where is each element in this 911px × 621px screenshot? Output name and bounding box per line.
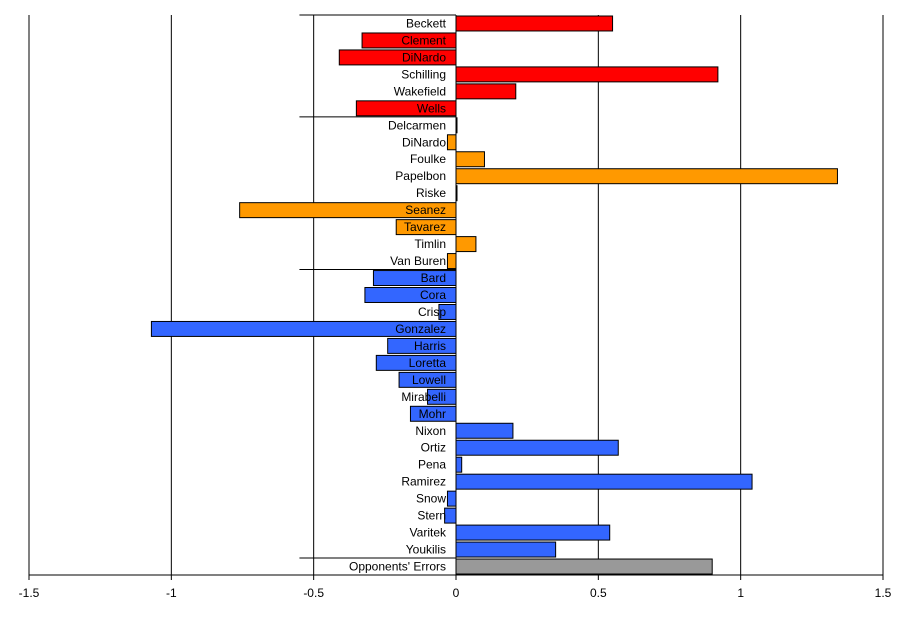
x-tick-label: 1	[737, 586, 744, 600]
category-label: Riske	[416, 186, 446, 200]
x-tick-label: -1	[166, 586, 177, 600]
category-label: Varitek	[410, 526, 447, 540]
bar	[150, 320, 457, 337]
category-label: Schilling	[401, 67, 446, 81]
category-label: Mirabelli	[401, 390, 446, 404]
category-label: Clement	[401, 33, 446, 47]
category-label: Tavarez	[404, 220, 446, 234]
bar	[455, 558, 713, 575]
bar	[455, 168, 838, 185]
category-label: DiNardo	[402, 135, 446, 149]
bar	[446, 253, 457, 270]
bar	[455, 473, 753, 490]
category-label: Crisp	[418, 305, 446, 319]
bar	[364, 287, 457, 303]
bar	[239, 202, 457, 219]
category-label: Van Buren	[390, 254, 446, 268]
category-label: Snow	[416, 492, 446, 506]
group-separators	[299, 14, 456, 559]
bar	[338, 49, 457, 66]
category-label: Timlin	[414, 237, 446, 251]
bar	[455, 541, 557, 558]
bar	[455, 422, 514, 439]
bar	[372, 270, 457, 287]
bar	[409, 405, 457, 422]
category-label: Youkilis	[406, 543, 446, 557]
category-label: Papelbon	[395, 169, 446, 183]
bar	[387, 337, 457, 354]
bar	[361, 32, 457, 49]
bars	[150, 15, 838, 575]
bar	[395, 219, 457, 236]
category-label: Ramirez	[401, 475, 446, 489]
category-label: Seanez	[405, 203, 446, 217]
bar	[375, 354, 457, 371]
bar	[455, 524, 611, 541]
bar	[444, 507, 457, 524]
x-tick-label: 1.5	[875, 586, 892, 600]
category-labels: Beckett Clement DiNardo Schilling Wakefield W…	[349, 16, 447, 573]
category-label: DiNardo	[402, 50, 446, 64]
category-label: Cora	[420, 288, 446, 302]
bar	[455, 185, 458, 202]
category-label: Ortiz	[421, 441, 446, 455]
bar	[455, 151, 485, 168]
x-tick-label: -0.5	[303, 586, 324, 600]
bar	[455, 15, 614, 32]
bar	[438, 303, 457, 320]
category-label: Mohr	[419, 407, 446, 421]
bar	[355, 100, 457, 117]
x-tick-label: 0.5	[590, 586, 607, 600]
category-label: Foulke	[410, 152, 446, 166]
x-axis: -1.5 -1 -0.5 0 0.5 1 1.5	[19, 574, 892, 600]
bar	[398, 371, 457, 388]
bar	[455, 83, 517, 100]
x-tick-label: 0	[453, 586, 460, 600]
category-label: Nixon	[415, 424, 446, 438]
bar	[455, 456, 463, 473]
x-tick-label: -1.5	[19, 586, 40, 600]
category-label: Pena	[418, 458, 446, 472]
bar	[455, 66, 719, 83]
category-label: Lowell	[412, 373, 446, 387]
bar	[455, 117, 458, 134]
category-label: Loretta	[409, 356, 447, 370]
bar	[455, 439, 619, 456]
category-label: Bard	[421, 271, 446, 285]
category-label: Opponents' Errors	[349, 560, 446, 574]
category-label: Harris	[414, 339, 446, 353]
category-label: Beckett	[406, 16, 447, 30]
category-label: Gonzalez	[395, 322, 446, 336]
bar	[427, 388, 457, 405]
bar	[446, 490, 457, 507]
bar	[446, 134, 457, 151]
category-label: Wells	[417, 101, 446, 115]
bar	[455, 236, 477, 253]
category-label: Stern	[417, 509, 446, 523]
category-label: Delcarmen	[388, 118, 446, 132]
category-label: Wakefield	[394, 84, 446, 98]
